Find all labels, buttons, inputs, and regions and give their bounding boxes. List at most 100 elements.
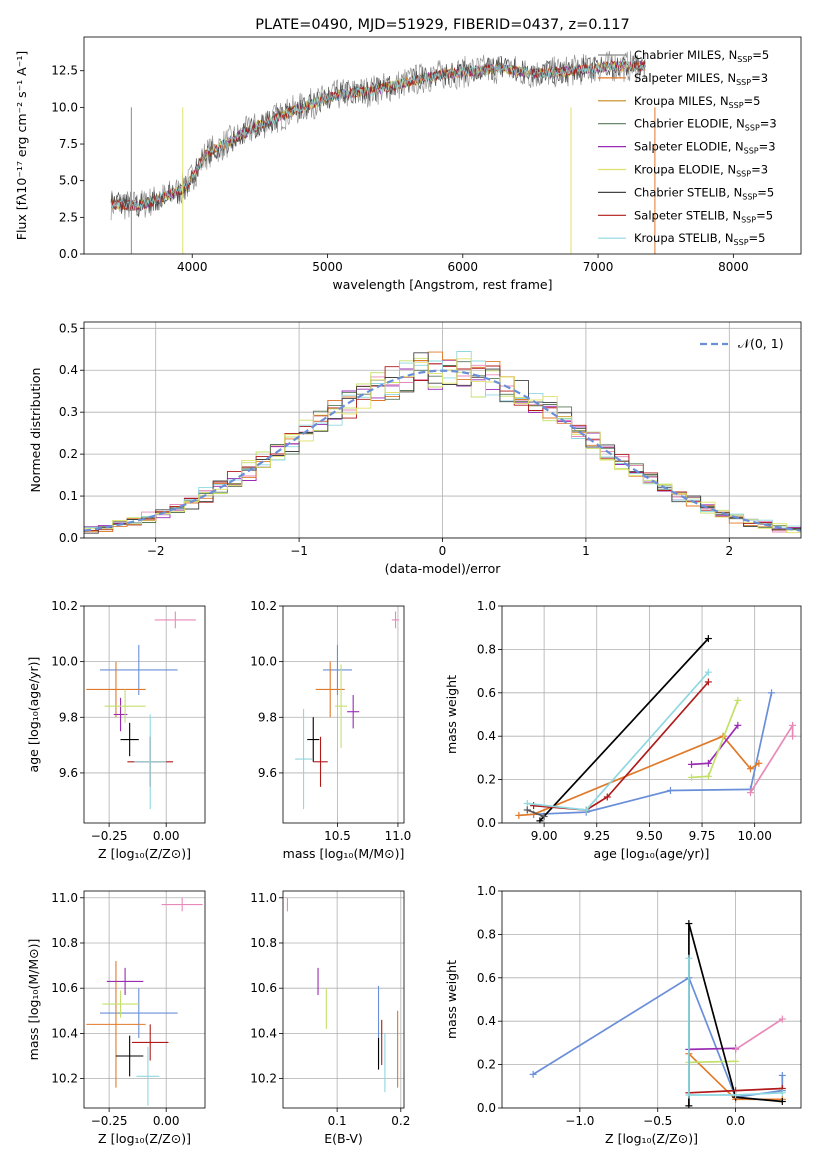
y-tick-label: 10.2 (51, 1072, 78, 1086)
x-tick-label: 9.00 (531, 829, 558, 843)
plot-area-weight_vs_Z (502, 891, 801, 1108)
y-tick-label: 10.2 (51, 599, 78, 613)
y-tick-label: 10.4 (51, 1026, 78, 1040)
legend-entry: Kroupa MILES, NSSP=5 (634, 94, 760, 110)
series-line-0 (533, 692, 773, 816)
y-tick-label: 9.8 (59, 710, 78, 724)
x-tick-label: 9.75 (689, 829, 716, 843)
series-line-8 (526, 809, 545, 818)
legend-entry: Chabrier STELIB, NSSP=5 (634, 185, 774, 201)
y-tick-label: 10.6 (250, 981, 277, 995)
series-line-7 (735, 1018, 783, 1051)
y-tick-label: 12.5 (51, 64, 78, 78)
axes-frame (83, 890, 206, 1109)
series-line-6 (110, 55, 646, 218)
plot-area-residuals (84, 322, 801, 538)
y-axis-label: age [log₁₀(age/yr)] (26, 657, 41, 773)
axes-residuals: −2 −1 0 1 2 0.0 0.1 0.2 0.3 0.4 0.5 (data-model)/er… (28, 321, 802, 576)
y-tick-label: 10.2 (250, 599, 277, 613)
y-tick-label: 0.2 (477, 773, 496, 787)
x-tick-label: 11.0 (385, 829, 412, 843)
y-tick-label: 11.0 (51, 891, 78, 905)
legend-entry: 𝒩(0, 1) (738, 336, 784, 351)
y-tick-label: 1.0 (477, 599, 496, 613)
y-axis-label: Flux [fλ10⁻¹⁷ erg cm⁻² s⁻¹ A⁻¹] (14, 51, 29, 240)
axes-frame (83, 36, 802, 255)
y-tick-label: 10.8 (250, 936, 277, 950)
y-tick-label: 0.5 (59, 321, 78, 335)
y-axis-label: Normed distribution (28, 368, 43, 493)
series-line-2 (688, 1047, 736, 1051)
axes-frame (282, 605, 405, 824)
y-tick-label: 11.0 (250, 891, 277, 905)
legend-entry: Salpeter ELODIE, NSSP=3 (634, 140, 776, 156)
x-tick-label: 5000 (312, 260, 343, 274)
y-tick-label: 0.4 (59, 363, 78, 377)
y-tick-label: 9.6 (258, 766, 277, 780)
x-tick-label: −1.0 (565, 1114, 594, 1128)
legend: Chabrier MILES, NSSP=5 Salpeter MILES, NS… (598, 48, 777, 247)
x-tick-label: 6000 (448, 260, 479, 274)
x-axis-label: Z [log₁₀(Z/Z⊙)] (98, 846, 191, 861)
x-axis-label: wavelength [Angstrom, rest frame] (332, 277, 552, 292)
legend-entry: Kroupa ELODIE, NSSP=3 (634, 163, 768, 179)
legend-entry: Salpeter MILES, NSSP=3 (634, 71, 768, 87)
x-tick-label: 7000 (583, 260, 614, 274)
y-tick-label: 0.0 (477, 816, 496, 830)
y-tick-label: 0.1 (59, 489, 78, 503)
y-tick-label: 7.5 (59, 137, 78, 151)
y-axis-label: mass [log₁₀(M/M⊙)] (26, 939, 41, 1061)
y-tick-label: 9.6 (59, 766, 78, 780)
x-tick-label: 9.25 (583, 829, 610, 843)
axes-mass_vs_Z: −0.25 0.00 10.2 10.4 10.6 10.8 11.0 Z [log₁₀(Z/… (26, 890, 206, 1146)
axes-weight_vs_age: 9.00 9.25 9.50 9.75 10.00 0.0 0.2 0.4 0.6 0.8 1.0 a… (444, 599, 802, 861)
y-tick-label: 0.4 (477, 729, 496, 743)
axes-mass_vs_ebv: 0.1 0.2 10.2 10.4 10.6 10.8 11.0 E(B-V) (250, 890, 410, 1146)
chart-title: PLATE=0490, MJD=51929, FIBERID=0437, z=0… (255, 17, 629, 33)
x-tick-label: 0.00 (153, 829, 180, 843)
y-tick-label: 10.4 (250, 1026, 277, 1040)
axes-spectrum: 4000 5000 6000 7000 8000 0.0 2.5 5.0 7.5 10.0 12.5… (14, 17, 802, 292)
x-tick-label: 0.0 (726, 1114, 745, 1128)
x-tick-label: 10.00 (737, 829, 771, 843)
plot-area-weight_vs_age (502, 606, 801, 823)
y-tick-label: 10.8 (51, 936, 78, 950)
x-axis-label: Z [log₁₀(Z/Z⊙)] (605, 1131, 698, 1146)
y-tick-label: 1.0 (477, 884, 496, 898)
x-axis-label: mass [log₁₀(M/M⊙)] (283, 846, 405, 861)
legend-entry: Chabrier ELODIE, NSSP=3 (634, 117, 777, 133)
plot-area-age_vs_Z (84, 606, 205, 823)
series-line-6 (688, 958, 783, 1096)
legend-entry: Kroupa STELIB, NSSP=5 (634, 231, 765, 247)
x-tick-label: 8000 (718, 260, 749, 274)
x-axis-label: Z [log₁₀(Z/Z⊙)] (98, 1131, 191, 1146)
histogram-step-6 (84, 351, 801, 530)
y-tick-label: 10.6 (51, 981, 78, 995)
x-axis-label: E(B-V) (324, 1131, 363, 1146)
x-tick-label: −0.25 (91, 1114, 128, 1128)
x-tick-label: 4000 (177, 260, 208, 274)
x-tick-label: 10.5 (324, 829, 351, 843)
y-tick-label: 0.2 (59, 447, 78, 461)
x-axis-label: age [log₁₀(age/yr)] (594, 846, 710, 861)
x-tick-label: −2 (147, 544, 165, 558)
legend: 𝒩(0, 1) (700, 336, 784, 351)
y-tick-label: 0.3 (59, 405, 78, 419)
y-axis-label: mass weight (444, 675, 459, 754)
y-tick-label: 0.0 (477, 1101, 496, 1115)
x-tick-label: 1 (582, 544, 590, 558)
y-tick-label: 5.0 (59, 174, 78, 188)
x-tick-label: 2 (725, 544, 733, 558)
histogram-step-7 (84, 352, 801, 534)
series-line-4 (539, 637, 710, 822)
axes-age_vs_Z: −0.25 0.00 9.6 9.8 10.0 10.2 Z [log₁₀(Z/Z⊙)] ag… (26, 599, 206, 861)
y-tick-label: 9.8 (258, 710, 277, 724)
x-tick-label: 0.2 (391, 1114, 410, 1128)
x-tick-label: −0.5 (643, 1114, 672, 1128)
y-tick-label: 0.6 (477, 686, 496, 700)
y-tick-label: 0.2 (477, 1058, 496, 1072)
y-tick-label: 0.8 (477, 927, 496, 941)
x-tick-label: −1 (290, 544, 308, 558)
axes-frame (282, 890, 405, 1109)
